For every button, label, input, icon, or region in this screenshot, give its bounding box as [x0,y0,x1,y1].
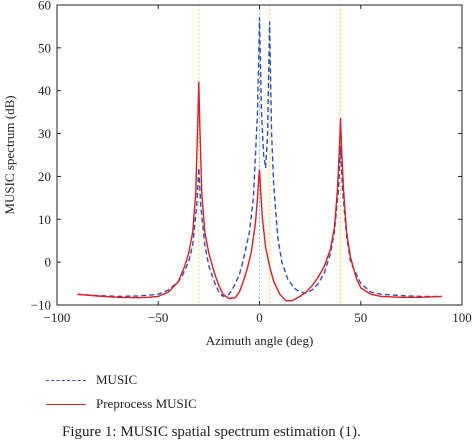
x-tick-label: 0 [256,310,263,325]
y-tick-label: 60 [38,0,51,13]
series-line-preprocess-music [77,81,442,302]
series-line-music [77,17,442,298]
y-tick-label: 10 [38,212,51,227]
y-tick-label: 30 [38,126,51,141]
legend: MUSIC Preprocess MUSIC [46,368,197,416]
legend-item-preprocess-music: Preprocess MUSIC [46,392,197,416]
legend-label-preprocess-music: Preprocess MUSIC [96,396,197,411]
x-axis-title: Azimuth angle (deg) [206,333,314,348]
x-tick-label: 100 [452,310,472,325]
legend-swatch-preprocess-music [46,403,86,405]
y-tick-label: 50 [38,40,51,55]
x-tick-label: −100 [44,310,71,325]
y-tick-label: 0 [45,255,52,270]
legend-label-music: MUSIC [96,372,138,387]
y-tick-label: −10 [31,298,51,313]
y-axis-title: MUSIC spectrum (dB) [2,95,17,214]
y-tick-label: 40 [38,83,51,98]
x-tick-label: 50 [354,310,367,325]
y-tick-label: 20 [38,169,51,184]
legend-swatch-music [46,379,86,381]
series-layer [77,17,442,302]
legend-item-music: MUSIC [46,368,197,392]
reference-lines [198,5,341,305]
figure-caption: Figure 1: MUSIC spatial spectrum estimat… [62,424,361,440]
x-tick-label: −50 [148,310,168,325]
